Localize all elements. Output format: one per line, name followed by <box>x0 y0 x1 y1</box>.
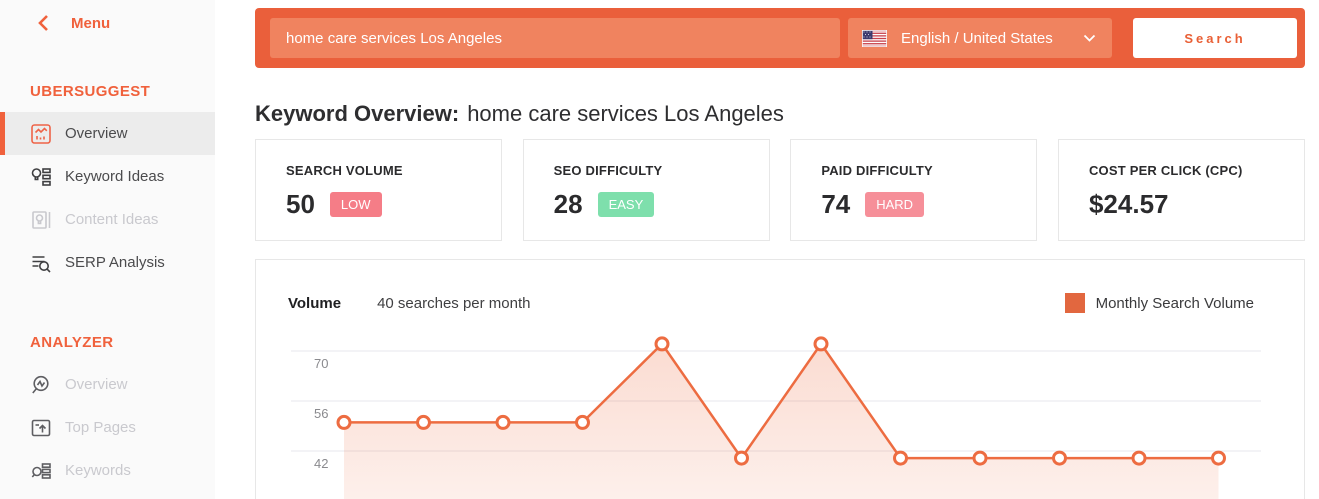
status-badge: HARD <box>865 192 925 217</box>
chevron-left-icon <box>36 14 50 32</box>
card-label: SEARCH VOLUME <box>286 163 403 178</box>
traffic-overview-icon <box>30 374 52 396</box>
sidebar-item-label: Top Pages <box>65 419 136 436</box>
chart-header: Volume 40 searches per month Monthly Sea… <box>256 260 1304 313</box>
us-flag-icon <box>862 29 887 47</box>
chart-subtitle: 40 searches per month <box>377 294 531 312</box>
keyword-search-bar: English / United States Search <box>255 8 1305 68</box>
serp-analysis-icon <box>30 252 52 274</box>
card-label: SEO DIFFICULTY <box>553 163 663 178</box>
chart-title: Volume <box>288 294 342 312</box>
card-value: 50 <box>286 189 315 219</box>
chart-overview-icon <box>30 123 52 145</box>
volume-chart-card: Volume 40 searches per month Monthly Sea… <box>255 259 1305 499</box>
page-title-keyword: home care services Los Angeles <box>467 101 784 126</box>
sidebar-item-analyzer-overview[interactable]: Overview <box>0 363 215 406</box>
sidebar-item-keywords[interactable]: Keywords <box>0 449 215 492</box>
search-button[interactable]: Search <box>1133 18 1297 58</box>
search-volume-card: SEARCH VOLUME 50 LOW <box>255 139 502 241</box>
sidebar: Menu UBERSUGGEST Overview <box>0 0 215 499</box>
sidebar-item-overview[interactable]: Overview <box>0 112 215 155</box>
svg-text:70: 70 <box>314 356 328 371</box>
top-pages-icon <box>30 417 52 439</box>
main-content: English / United States Search Keyword O… <box>215 0 1319 499</box>
card-value: 28 <box>553 189 583 219</box>
paid-difficulty-card: PAID DIFFICULTY 74 HARD <box>790 139 1038 241</box>
menu-label: Menu <box>71 14 111 32</box>
sidebar-item-label: SERP Analysis <box>65 254 165 271</box>
content-ideas-icon <box>30 209 52 231</box>
sidebar-item-content-ideas[interactable]: Content Ideas <box>0 198 215 241</box>
legend-label: Monthly Search Volume <box>1095 294 1254 312</box>
keyword-ideas-icon <box>30 166 52 188</box>
cpc-card: COST PER CLICK (CPC) $24.57 <box>1057 139 1305 241</box>
sidebar-item-label: Overview <box>65 125 128 142</box>
status-badge: EASY <box>597 192 655 217</box>
page-title-prefix: Keyword Overview: <box>255 101 460 126</box>
collapse-menu-button[interactable]: Menu <box>0 8 215 38</box>
section-title-analyzer: ANALYZER <box>30 334 114 351</box>
sidebar-item-label: Keywords <box>65 462 131 479</box>
keyword-search-input[interactable] <box>270 18 840 58</box>
page-title: Keyword Overview: home care services Los … <box>255 99 1305 129</box>
sidebar-item-serp-analysis[interactable]: SERP Analysis <box>0 241 215 284</box>
card-value: 74 <box>821 189 851 219</box>
section-title-ubersuggest: UBERSUGGEST <box>30 83 151 100</box>
chevron-down-icon <box>1083 34 1096 43</box>
card-value: $24.57 <box>1088 189 1169 219</box>
keywords-icon <box>30 460 52 482</box>
card-label: COST PER CLICK (CPC) <box>1088 163 1243 178</box>
sidebar-item-label: Overview <box>65 376 128 393</box>
svg-text:42: 42 <box>314 456 328 471</box>
seo-difficulty-card: SEO DIFFICULTY 28 EASY <box>522 139 770 241</box>
language-selector[interactable]: English / United States <box>848 18 1112 58</box>
chart-legend: Monthly Search Volume <box>1064 293 1254 313</box>
legend-swatch <box>1064 293 1085 313</box>
metric-cards-row: SEARCH VOLUME 50 LOW SEO DIFFICULTY 28 E… <box>255 139 1305 241</box>
status-badge: LOW <box>329 192 382 217</box>
sidebar-item-label: Content Ideas <box>65 211 159 228</box>
language-label: English / United States <box>901 29 1053 47</box>
svg-text:56: 56 <box>314 406 328 421</box>
sidebar-item-keyword-ideas[interactable]: Keyword Ideas <box>0 155 215 198</box>
sidebar-item-top-pages[interactable]: Top Pages <box>0 406 215 449</box>
sidebar-item-label: Keyword Ideas <box>65 168 165 185</box>
card-label: PAID DIFFICULTY <box>821 163 933 178</box>
